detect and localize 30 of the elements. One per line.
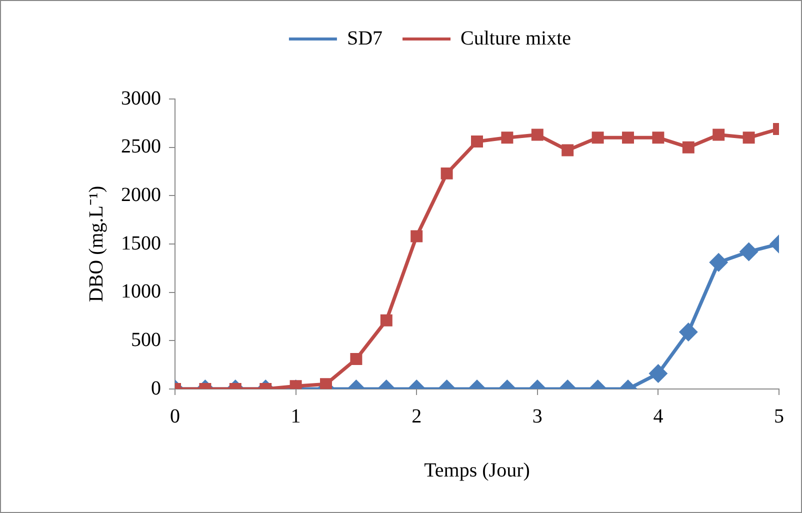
y-axis-title: DBO (mg.L⁻¹) (85, 186, 108, 302)
y-tick-label: 2000 (121, 184, 161, 206)
x-tick-label: 3 (532, 405, 542, 428)
point (712, 128, 725, 141)
point (471, 136, 483, 148)
legend-label: Culture mixte (460, 27, 572, 50)
point (742, 132, 755, 144)
point (622, 132, 634, 144)
y-tick-label: 0 (151, 377, 161, 400)
y-tick-label: 1000 (121, 280, 161, 303)
point (410, 230, 423, 242)
point (562, 144, 574, 156)
y-tick-label: 3000 (121, 87, 161, 110)
x-tick-label: 5 (774, 405, 784, 428)
point (682, 141, 694, 154)
y-tick-label: 500 (131, 328, 161, 351)
x-axis-title: Temps (Jour) (424, 459, 530, 482)
point (592, 132, 604, 144)
x-tick-label: 4 (653, 405, 664, 428)
x-tick-label: 2 (412, 405, 422, 428)
y-tick-label: 2500 (121, 136, 161, 158)
point (501, 132, 514, 144)
point (652, 132, 664, 144)
x-tick-label: 0 (170, 405, 180, 428)
point (740, 242, 758, 260)
y-tick-label: 1500 (121, 232, 161, 254)
legend-label: SD7 (346, 27, 383, 50)
x-tick-label: 1 (290, 405, 301, 428)
point (531, 128, 544, 141)
point (440, 167, 453, 180)
